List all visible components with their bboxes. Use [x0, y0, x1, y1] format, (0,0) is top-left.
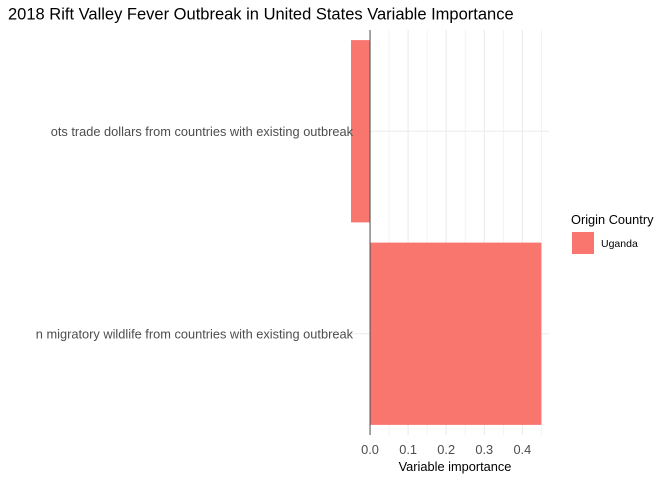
category-label: n migratory wildlife from countries with… — [36, 326, 354, 341]
x-tick-label: 0.0 — [361, 442, 379, 457]
x-tick-label: 0.4 — [513, 442, 531, 457]
x-tick-labels: 0.0 0.1 0.2 0.3 0.4 — [361, 442, 531, 457]
chart-title: 2018 Rift Valley Fever Outbreak in Unite… — [8, 6, 514, 24]
category-labels: ots trade dollars from countries with ex… — [36, 124, 354, 342]
bars — [351, 40, 542, 425]
legend-key-uganda — [572, 232, 594, 254]
legend-label-uganda: Uganda — [601, 238, 638, 250]
x-tick-label: 0.3 — [475, 442, 493, 457]
x-axis-title: Variable importance — [399, 459, 512, 474]
legend-title: Origin Country — [571, 212, 654, 227]
legend: Origin Country Uganda — [571, 212, 654, 254]
bar-1 — [351, 40, 371, 223]
bar-2 — [370, 242, 542, 425]
x-tick-label: 0.1 — [399, 442, 417, 457]
x-tick-label: 0.2 — [437, 442, 455, 457]
category-label: ots trade dollars from countries with ex… — [51, 124, 354, 139]
